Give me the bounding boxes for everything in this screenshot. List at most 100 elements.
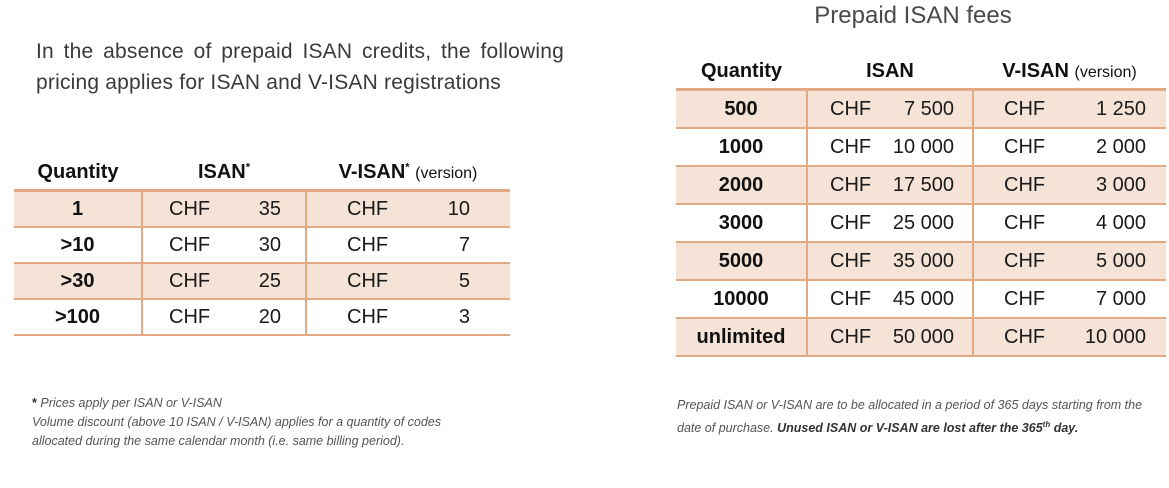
visan-price-cell: CHF 7 [305, 227, 510, 263]
footnote-asterisk: * [32, 396, 37, 410]
isan-price-cell: CHF 25 [141, 263, 306, 299]
table-row: >10 CHF 30 CHF 7 [14, 227, 510, 263]
header-isan-asterisk: * [245, 160, 251, 173]
currency: CHF [169, 233, 211, 256]
visan-price-cell: CHF 10 [305, 190, 510, 227]
currency: CHF [1004, 173, 1046, 196]
table-row: >30 CHF 25 CHF 5 [14, 263, 510, 299]
currency: CHF [1004, 97, 1046, 120]
visan-price-cell: CHF 5 [305, 263, 510, 299]
currency: CHF [347, 269, 389, 292]
currency: CHF [830, 249, 872, 272]
currency: CHF [347, 233, 389, 256]
currency: CHF [1004, 287, 1046, 310]
currency: CHF [830, 325, 872, 348]
currency: CHF [830, 211, 872, 234]
visan-price-cell: CHF 10 000 [972, 318, 1166, 356]
header-visan-label: V-ISAN [338, 160, 406, 183]
header-visan-suffix: (version) [415, 164, 478, 182]
quantity-cell: 10000 [713, 287, 769, 310]
table-header-row: Quantity ISAN V-ISAN (version) [676, 54, 1166, 90]
isan-price-cell: CHF 50 000 [806, 318, 973, 356]
price: 25 000 [892, 211, 954, 234]
visan-price-cell: CHF 7 000 [972, 280, 1166, 318]
footnote-line-1: Prices apply per ISAN or V-ISAN [40, 396, 222, 410]
currency: CHF [347, 197, 389, 220]
prepaid-title: Prepaid ISAN fees [814, 2, 1012, 29]
price: 7 500 [903, 97, 954, 120]
table-row: 1 CHF 35 CHF 10 [14, 190, 510, 227]
header-isan-label: ISAN [197, 160, 246, 183]
header-visan: V-ISAN (version) [973, 54, 1166, 90]
table-header-row: Quantity ISAN* V-ISAN* (version) [14, 155, 510, 191]
table-row: 3000 CHF 25 000 CHF 4 000 [676, 204, 1166, 242]
price: 7 [458, 233, 470, 256]
currency: CHF [1004, 211, 1046, 234]
price: 10 000 [1084, 325, 1146, 348]
header-quantity: Quantity [37, 160, 119, 183]
price: 10 [447, 197, 470, 220]
header-visan-suffix: (version) [1074, 63, 1137, 81]
quantity-cell: unlimited [696, 325, 786, 348]
header-visan-label: V-ISAN [1002, 59, 1069, 82]
header-visan-asterisk: * [405, 160, 410, 173]
visan-price-cell: CHF 2 000 [972, 128, 1166, 166]
table-row: 500 CHF 7 500 CHF 1 250 [676, 89, 1166, 128]
currency: CHF [830, 287, 872, 310]
isan-price-cell: CHF 25 000 [806, 204, 973, 242]
currency: CHF [830, 135, 872, 158]
price: 17 500 [892, 173, 954, 196]
table-row: 5000 CHF 35 000 CHF 5 000 [676, 242, 1166, 280]
isan-price-cell: CHF 45 000 [806, 280, 973, 318]
currency: CHF [169, 269, 211, 292]
price: 3 [458, 305, 470, 328]
prepaid-footnote-text: Prepaid ISAN or V-ISAN are to be allocat… [677, 398, 1143, 436]
table-row: 2000 CHF 17 500 CHF 3 000 [676, 166, 1166, 204]
intro-text: In the absence of prepaid ISAN credits, … [36, 40, 564, 94]
price: 5 [458, 269, 470, 292]
visan-price-cell: CHF 5 000 [972, 242, 1166, 280]
isan-price-cell: CHF 35 000 [806, 242, 973, 280]
warning-text: Unused ISAN or V-ISAN are lost after the… [777, 421, 1043, 436]
quantity-cell: 5000 [718, 249, 764, 272]
price: 30 [258, 233, 281, 256]
isan-price-cell: CHF 30 [141, 227, 306, 263]
header-isan: ISAN [866, 59, 914, 82]
price: 7 000 [1095, 287, 1146, 310]
table-row: 1000 CHF 10 000 CHF 2 000 [676, 128, 1166, 166]
currency: CHF [347, 305, 389, 328]
price: 45 000 [892, 287, 954, 310]
isan-price-cell: CHF 20 [141, 299, 306, 335]
quantity-cell: 1000 [718, 135, 764, 158]
quantity-cell: >100 [54, 305, 101, 328]
footnote-line-2: Volume discount (above 10 ISAN / V-ISAN)… [32, 415, 442, 448]
pricing-footnote: * Prices apply per ISAN or V-ISAN Volume… [32, 394, 482, 451]
price: 20 [258, 305, 281, 328]
isan-price-cell: CHF 7 500 [806, 89, 973, 128]
prepaid-footnote-warning: Unused ISAN or V-ISAN are lost after the… [777, 420, 1079, 436]
header-isan: ISAN* [142, 155, 306, 191]
visan-price-cell: CHF 4 000 [972, 204, 1166, 242]
prepaid-footnote: Prepaid ISAN or V-ISAN are to be allocat… [677, 396, 1147, 438]
isan-price-cell: CHF 35 [141, 190, 306, 227]
prepaid-fees-table: Quantity ISAN V-ISAN (version) 500 CHF 7 … [676, 54, 1166, 357]
price: 10 000 [892, 135, 954, 158]
visan-price-cell: CHF 1 250 [972, 89, 1166, 128]
quantity-cell: 2000 [718, 173, 764, 196]
currency: CHF [1004, 325, 1046, 348]
price: 4 000 [1095, 211, 1146, 234]
quantity-cell: >30 [60, 269, 95, 292]
price: 25 [258, 269, 281, 292]
ordinal-suffix: th [1042, 420, 1051, 429]
currency: CHF [169, 305, 211, 328]
isan-price-cell: CHF 10 000 [806, 128, 973, 166]
visan-price-cell: CHF 3 [305, 299, 510, 335]
warning-end: day. [1050, 421, 1079, 436]
quantity-cell: >10 [60, 233, 95, 256]
quantity-cell: 3000 [718, 211, 764, 234]
currency: CHF [830, 97, 872, 120]
currency: CHF [1004, 135, 1046, 158]
currency: CHF [830, 173, 872, 196]
price: 1 250 [1095, 97, 1146, 120]
table-row: 10000 CHF 45 000 CHF 7 000 [676, 280, 1166, 318]
